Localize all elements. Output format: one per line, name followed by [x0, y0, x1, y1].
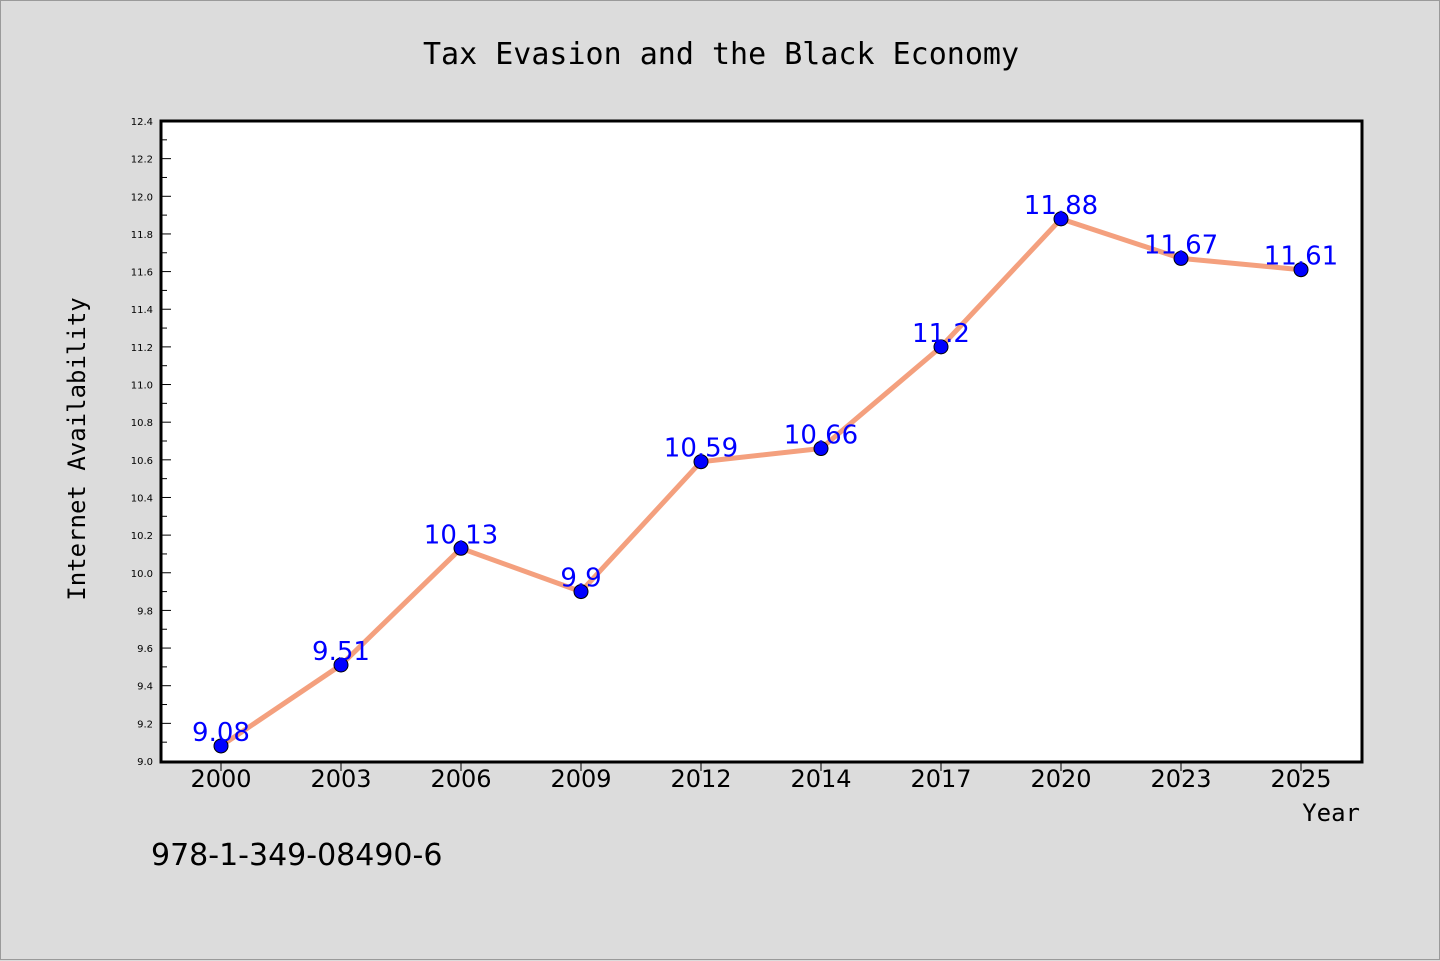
- data-point-marker: [1053, 211, 1069, 227]
- y-tick-label: 12.2: [131, 155, 153, 166]
- x-tick-label: 2009: [550, 765, 611, 793]
- y-axis: 9.0 9.2 9.4 9.6 9.8 10.0 10.2 10.4 10.6 10.8 11.0 1…: [131, 117, 171, 768]
- y-tick-label: 9.2: [137, 719, 153, 730]
- y-tick-label: 11.0: [131, 381, 153, 392]
- y-tick-label: 9.8: [137, 606, 153, 617]
- data-point-label: 11.67: [1144, 230, 1218, 260]
- plot-frame: [159, 119, 1364, 764]
- y-tick-label: 10.4: [131, 493, 153, 504]
- isbn-text: 978-1-349-08490-6: [151, 838, 442, 873]
- data-point-label: 10.13: [424, 520, 498, 550]
- data-labels: 9.08 9.51 10.13 9.9 10.59 10.66 11.2 11.88 11.67…: [192, 191, 1338, 748]
- data-point-label: 11.61: [1264, 242, 1338, 272]
- x-tick-label: 2025: [1270, 765, 1331, 793]
- data-point-label: 9.51: [312, 637, 370, 667]
- data-point-label: 9.9: [560, 564, 601, 594]
- data-point-marker: [453, 540, 469, 556]
- data-point-label: 10.66: [784, 421, 858, 451]
- data-point-label: 11.88: [1024, 191, 1098, 221]
- data-point-marker: [573, 584, 589, 600]
- y-tick-label: 12.4: [131, 117, 153, 128]
- data-point-marker: [1293, 262, 1309, 278]
- x-axis: 2000 2003 2006 2009 2012 2014 2017 2020 2023 2025: [190, 761, 1332, 793]
- y-tick-label: 11.6: [131, 268, 153, 279]
- x-tick-label: 2014: [790, 765, 851, 793]
- data-point-label: 10.59: [664, 434, 738, 464]
- data-point-marker: [813, 441, 829, 457]
- x-tick-label: 2003: [310, 765, 371, 793]
- data-point-marker: [213, 738, 229, 754]
- plot-area: [161, 121, 1362, 762]
- data-point-label: 11.2: [912, 319, 970, 349]
- y-tick-label: 10.8: [131, 418, 153, 429]
- y-tick-label: 10.6: [131, 456, 153, 467]
- y-tick-label: 9.6: [137, 644, 153, 655]
- y-tick-label: 11.4: [131, 305, 153, 316]
- y-tick-label: 9.4: [137, 682, 153, 693]
- y-tick-label: 12.0: [131, 192, 153, 203]
- x-tick-label: 2000: [190, 765, 251, 793]
- data-point-marker: [333, 657, 349, 673]
- data-point-marker: [1173, 250, 1189, 266]
- chart-title: Tax Evasion and the Black Economy: [423, 37, 1019, 72]
- data-point-label: 9.08: [192, 718, 250, 748]
- series-line: [218, 216, 1304, 749]
- y-tick-label: 11.8: [131, 230, 153, 241]
- series-markers: [213, 211, 1309, 754]
- data-point-marker: [933, 339, 949, 355]
- x-tick-label: 2006: [430, 765, 491, 793]
- x-tick-label: 2012: [670, 765, 731, 793]
- y-axis-label: Internet Availability: [63, 297, 91, 600]
- x-axis-label: Year: [1302, 799, 1360, 827]
- x-tick-label: 2017: [910, 765, 971, 793]
- y-tick-label: 10.2: [131, 531, 153, 542]
- data-point-marker: [693, 454, 709, 470]
- y-tick-label: 9.0: [137, 757, 153, 768]
- y-tick-label: 11.2: [131, 343, 153, 354]
- x-tick-label: 2023: [1150, 765, 1211, 793]
- x-tick-label: 2020: [1030, 765, 1091, 793]
- y-tick-label: 10.0: [131, 569, 153, 580]
